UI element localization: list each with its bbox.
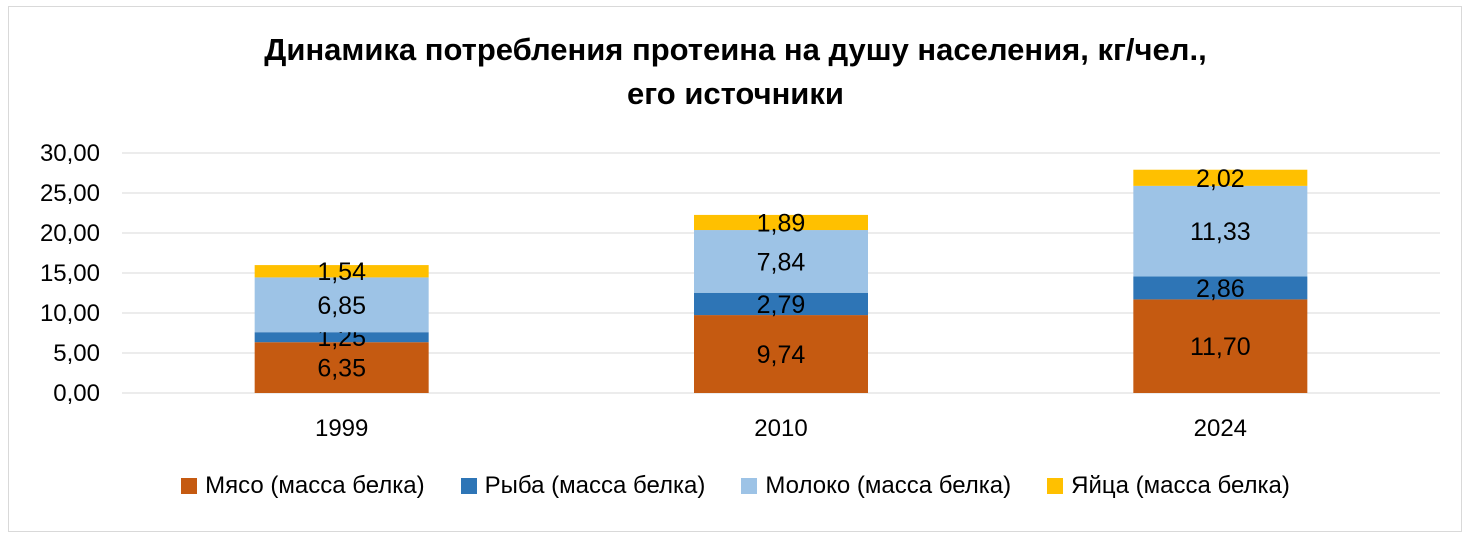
y-tick-label: 10,00 — [40, 300, 100, 327]
legend: Мясо (масса белка) Рыба (масса белка) Моло… — [0, 472, 1471, 500]
legend-item: Мясо (масса белка) — [181, 472, 425, 500]
legend-label: Молоко (масса белка) — [765, 472, 1012, 499]
y-tick-label: 20,00 — [40, 220, 100, 247]
chart-title-line-2: его источники — [627, 76, 844, 111]
legend-label: Яйца (масса белка) — [1071, 472, 1290, 499]
bar-segment — [254, 265, 429, 278]
legend-item: Яйца (масса белка) — [1047, 472, 1290, 500]
bar-segment — [254, 332, 429, 343]
data-label: 7,84 — [757, 248, 806, 276]
chart-title: Динамика потребления протеина на душу на… — [0, 28, 1471, 116]
data-label: 11,70 — [1190, 333, 1251, 361]
y-tick-label: 30,00 — [40, 140, 100, 167]
y-tick-label: 0,00 — [53, 380, 100, 407]
bar-segment — [694, 292, 868, 316]
bar-segment — [694, 315, 868, 393]
bar-segment — [694, 214, 868, 231]
data-label: 6,85 — [317, 292, 366, 320]
legend-label: Мясо (масса белка) — [205, 472, 425, 499]
bar-segment — [1133, 299, 1308, 393]
legend-item: Рыба (масса белка) — [460, 472, 706, 500]
bars: 6,351,256,851,549,742,797,841,8911,702,8… — [254, 165, 1308, 393]
chart-title-line-1: Динамика потребления протеина на душу на… — [264, 32, 1207, 67]
x-tick-label: 2010 — [754, 415, 807, 442]
legend-swatch — [460, 478, 477, 494]
data-label: 2,79 — [757, 291, 806, 319]
bar-segment — [694, 230, 868, 293]
bar-segment — [1133, 169, 1308, 186]
legend-item: Молоко (масса белка) — [741, 472, 1011, 500]
data-label: 9,74 — [757, 341, 806, 369]
data-label: 2,86 — [1196, 275, 1245, 303]
data-label: 1,89 — [757, 209, 806, 237]
legend-swatch — [181, 478, 198, 494]
bar-segment — [254, 342, 429, 393]
y-axis: 0,00 5,00 10,00 15,00 20,00 25,00 30,00 — [40, 140, 100, 407]
data-label: 11,33 — [1190, 218, 1251, 246]
x-tick-label: 2024 — [1194, 415, 1247, 442]
y-tick-label: 5,00 — [53, 340, 100, 367]
bar-segment — [254, 277, 429, 333]
x-axis: 1999 2010 2024 — [315, 415, 1247, 442]
bar-segment — [1133, 185, 1308, 277]
y-tick-label: 25,00 — [40, 180, 100, 207]
data-label: 1,54 — [317, 258, 366, 286]
bar-segment — [1133, 276, 1308, 300]
legend-swatch — [741, 478, 758, 494]
x-tick-label: 1999 — [315, 415, 368, 442]
legend-swatch — [1047, 478, 1064, 494]
legend-label: Рыба (масса белка) — [484, 472, 706, 499]
data-label: 6,35 — [317, 355, 366, 383]
y-tick-label: 15,00 — [40, 260, 100, 287]
data-label: 2,02 — [1196, 165, 1245, 193]
